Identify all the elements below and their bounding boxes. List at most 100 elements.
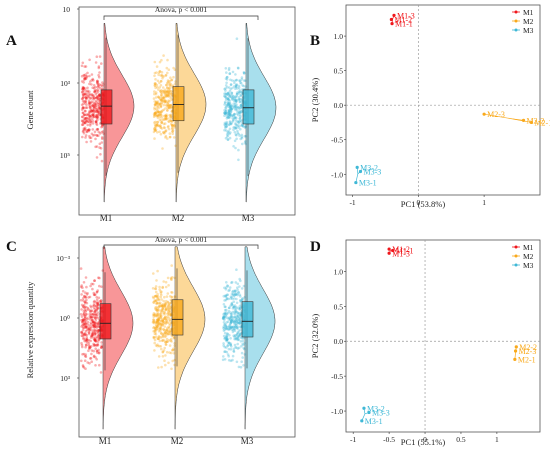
data-point <box>234 105 237 108</box>
data-point <box>153 90 156 93</box>
point-label: M2-3 <box>519 347 537 356</box>
data-point <box>229 343 232 347</box>
data-point <box>87 113 91 117</box>
data-point <box>224 295 227 298</box>
data-point <box>90 334 93 338</box>
data-point <box>93 130 97 134</box>
data-point <box>87 92 91 96</box>
data-point <box>157 317 161 320</box>
data-point <box>166 326 169 330</box>
data-point <box>82 121 85 125</box>
data-point <box>160 327 163 331</box>
data-point <box>164 285 168 289</box>
data-point <box>227 325 231 328</box>
data-point <box>159 80 163 83</box>
data-point <box>166 340 169 343</box>
data-point <box>88 93 92 97</box>
data-point <box>83 333 86 336</box>
data-point <box>228 127 232 131</box>
data-point <box>237 106 241 109</box>
data-point <box>159 126 163 129</box>
data-point <box>151 287 155 290</box>
data-point <box>242 284 246 288</box>
data-point <box>229 107 232 111</box>
data-point <box>237 365 241 369</box>
data-point <box>85 338 89 342</box>
data-point <box>91 320 95 324</box>
data-point <box>235 292 239 296</box>
data-point <box>237 122 241 125</box>
data-point <box>163 99 167 103</box>
data-point <box>235 360 239 364</box>
data-point <box>235 301 239 305</box>
data-point <box>98 102 101 106</box>
legend-marker <box>514 254 518 258</box>
data-point <box>162 131 165 134</box>
data-point <box>235 134 238 137</box>
data-point <box>86 117 90 121</box>
data-point <box>228 102 232 105</box>
data-point <box>236 121 240 124</box>
data-point <box>234 334 238 337</box>
data-point <box>95 109 98 113</box>
data-point <box>222 316 225 319</box>
data-point <box>234 127 237 130</box>
data-point <box>82 313 86 317</box>
data-point <box>159 312 163 316</box>
data-point <box>163 88 167 91</box>
x-tick-label: -1 <box>349 198 355 207</box>
data-point <box>94 325 97 329</box>
data-point <box>92 111 96 115</box>
data-point <box>238 120 242 123</box>
data-point <box>238 319 242 323</box>
data-point <box>169 89 172 93</box>
data-point <box>230 319 233 323</box>
data-point <box>158 113 162 116</box>
data-point <box>83 77 87 81</box>
data-point <box>85 298 88 302</box>
data-point <box>81 111 85 115</box>
data-point <box>165 100 168 104</box>
data-point <box>96 307 99 311</box>
data-point <box>153 111 157 115</box>
data-point <box>230 91 234 95</box>
data-point <box>223 358 227 361</box>
data-point <box>169 83 173 86</box>
data-point <box>165 330 168 333</box>
violin-density <box>175 22 207 203</box>
y-tick-label: 10⁻³ <box>56 254 70 263</box>
data-point <box>165 337 169 341</box>
data-point <box>240 90 244 94</box>
data-point <box>156 297 160 300</box>
data-point <box>164 280 168 284</box>
data-point <box>224 322 227 326</box>
data-point <box>167 332 170 336</box>
data-point <box>84 324 87 328</box>
data-point <box>239 105 243 109</box>
data-point <box>160 308 163 312</box>
data-point <box>164 320 168 324</box>
data-point <box>224 95 227 99</box>
data-point <box>242 71 246 75</box>
data-point <box>168 313 172 317</box>
data-point <box>224 84 228 87</box>
data-point <box>156 86 159 89</box>
data-point <box>153 127 157 130</box>
data-point <box>159 104 163 107</box>
data-point <box>92 113 95 117</box>
data-point <box>162 96 166 99</box>
category-label-M1: M1 <box>100 213 113 223</box>
data-point <box>159 292 163 295</box>
data-point <box>95 108 99 111</box>
data-point <box>96 325 100 328</box>
data-point <box>154 92 158 96</box>
data-point <box>81 334 84 338</box>
data-point <box>92 313 95 317</box>
data-point <box>237 329 241 333</box>
data-point <box>158 322 162 325</box>
data-point <box>233 289 237 293</box>
data-point <box>231 116 234 120</box>
data-point <box>156 100 160 103</box>
data-point <box>233 289 237 292</box>
